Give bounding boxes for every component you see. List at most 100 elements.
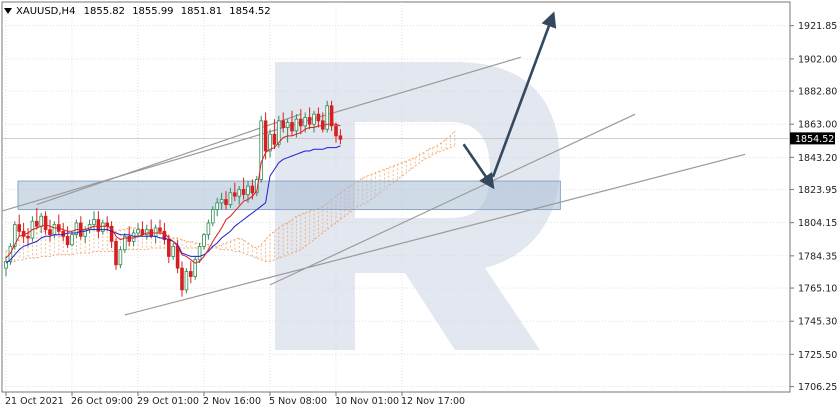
- forecast-up-arrow: [491, 11, 557, 178]
- candle-body: [52, 224, 57, 236]
- candle-body: [329, 105, 334, 127]
- candle-body: [202, 234, 206, 247]
- price-axis: 1921.85 1902.00 1882.80 1863.00 1843.20 1823.…: [790, 21, 837, 393]
- open-value: 1855.82: [84, 6, 125, 17]
- x-tick-label: 21 Oct 2021: [5, 396, 64, 407]
- candle-body: [303, 117, 307, 127]
- candle-body: [219, 199, 224, 204]
- candle-body: [334, 125, 338, 137]
- candle-body: [206, 222, 211, 236]
- x-tick-label: 26 Oct 09:00: [71, 396, 133, 407]
- channel-line: [269, 113, 636, 286]
- y-tick-label: 1784.35: [798, 251, 837, 262]
- collapse-triangle-icon[interactable]: [4, 8, 12, 14]
- candlesticks: [4, 100, 343, 297]
- candle-body: [26, 235, 30, 239]
- candle-body: [158, 227, 162, 232]
- candle-body: [65, 235, 70, 246]
- candle-body: [246, 185, 250, 195]
- symbol-header: XAUUSD,H4 1855.82 1855.99 1851.81 1854.5…: [4, 6, 271, 17]
- candle-body: [105, 222, 110, 227]
- candle-body: [136, 229, 140, 234]
- candle-body: [101, 222, 105, 232]
- x-tick-label: 29 Oct 01:00: [137, 396, 199, 407]
- candle-body: [123, 235, 127, 251]
- candle-body: [241, 189, 246, 195]
- candle-body: [316, 113, 321, 122]
- y-tick-label: 1745.30: [798, 317, 837, 328]
- y-tick-label: 1765.10: [798, 284, 837, 295]
- candle-body: [8, 245, 13, 262]
- candle-body: [166, 239, 171, 257]
- candle-body: [35, 220, 39, 227]
- candle-body: [184, 271, 189, 291]
- support-zone-rect: [17, 180, 561, 211]
- candle-body: [254, 179, 259, 194]
- support-zone: [17, 180, 561, 211]
- candle-body: [12, 224, 17, 247]
- y-tick-label: 1882.80: [798, 87, 837, 98]
- candle-body: [197, 245, 202, 261]
- y-tick-label: 1725.50: [798, 350, 837, 361]
- candle-body: [325, 105, 329, 130]
- candle-body: [74, 222, 79, 236]
- candle-body: [92, 219, 96, 226]
- candle-body: [171, 245, 176, 257]
- candle-body: [276, 120, 281, 145]
- y-tick-label: 1902.00: [798, 54, 837, 65]
- time-axis: 21 Oct 2021 26 Oct 09:00 29 Oct 01:00 2 Nov…: [5, 392, 465, 407]
- candle-body: [237, 189, 242, 197]
- forecast-down-arrow: [462, 143, 495, 190]
- current-price-tag: [790, 132, 835, 145]
- candle-body: [127, 235, 132, 242]
- candle-body: [70, 234, 74, 246]
- symbol-name: XAUUSD,H4: [16, 6, 75, 17]
- tenkan-line: [5, 123, 341, 264]
- candle-body: [290, 122, 294, 132]
- candle-body: [281, 120, 285, 128]
- candle-body: [298, 118, 303, 127]
- svg-text:XAUUSD,H4 1855.82: XAUUSD,H4 1855.82 1855.99 1851.81 1854.5…: [16, 6, 271, 17]
- candle-body: [250, 185, 255, 194]
- candle-body: [109, 225, 114, 242]
- x-tick-label: 5 Nov 08:00: [269, 396, 327, 407]
- candle-body: [153, 227, 158, 237]
- candle-body: [263, 120, 268, 152]
- candle-body: [175, 245, 180, 269]
- y-tick-label: 1823.95: [798, 185, 837, 196]
- candle-body: [48, 229, 52, 236]
- candle-body: [294, 118, 299, 132]
- x-tick-label: 12 Nov 17:00: [401, 396, 465, 407]
- candle-body: [259, 120, 263, 180]
- forecast-arrow: [462, 11, 557, 190]
- candle-body: [162, 230, 167, 241]
- candle-body: [180, 267, 184, 291]
- candle-body: [215, 202, 220, 210]
- indicator-lines: [5, 123, 341, 264]
- candle-body: [268, 133, 272, 152]
- y-tick-label: 1843.20: [798, 153, 837, 164]
- candle-body: [39, 215, 43, 227]
- candle-body: [224, 199, 228, 205]
- y-tick-label: 1706.25: [798, 382, 837, 393]
- y-tick-label: 1804.15: [798, 218, 837, 229]
- candle-body: [144, 229, 149, 236]
- channel-line: [36, 113, 301, 206]
- candle-body: [338, 135, 343, 140]
- channel-line: [124, 153, 746, 316]
- candle-body: [228, 192, 233, 205]
- watermark-logo: [275, 62, 560, 350]
- x-tick-label: 10 Nov 01:00: [335, 396, 399, 407]
- close-value: 1854.52: [229, 6, 270, 17]
- candle-body: [312, 113, 316, 125]
- candle-body: [193, 259, 198, 277]
- high-value: 1855.99: [132, 6, 173, 17]
- candle-body: [17, 224, 21, 232]
- candle-body: [285, 122, 290, 128]
- current-price-label: 1854.52: [795, 134, 834, 145]
- candle-body: [4, 261, 8, 269]
- x-tick-label: 2 Nov 16:00: [203, 396, 261, 407]
- candle-body: [232, 192, 237, 197]
- candle-body: [272, 133, 277, 145]
